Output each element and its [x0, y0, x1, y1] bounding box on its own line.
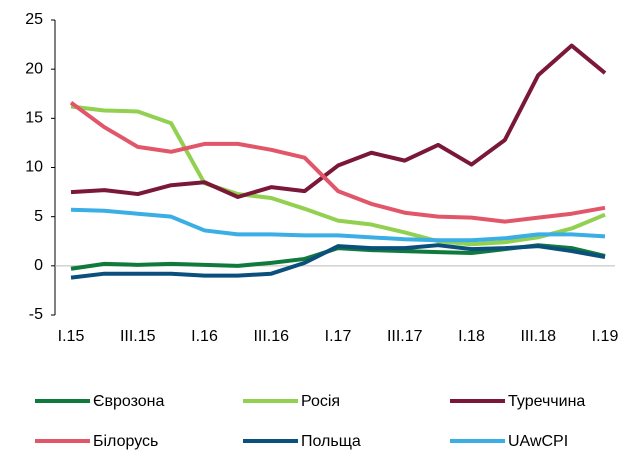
- x-tick-label: III.16: [253, 328, 289, 345]
- legend-label: UAwCPI: [508, 433, 568, 450]
- y-tick-label: 15: [25, 110, 43, 127]
- x-tick-label: III.15: [120, 328, 156, 345]
- x-tick-label: I.18: [458, 328, 485, 345]
- y-tick-label: 20: [25, 60, 43, 77]
- y-tick-label: 5: [34, 208, 43, 225]
- y-tick-label: 0: [34, 257, 43, 274]
- y-tick-label: -5: [29, 306, 43, 323]
- series-line: [69, 100, 606, 224]
- series-line: [70, 243, 606, 280]
- series-line: [70, 43, 607, 199]
- x-tick-label: I.16: [191, 328, 218, 345]
- x-tick-label: I.19: [592, 328, 619, 345]
- x-tick-label: I.17: [325, 328, 352, 345]
- legend-label: Росія: [301, 393, 340, 410]
- legend-label: Туреччина: [508, 393, 585, 410]
- legend-label: Єврозона: [93, 393, 165, 410]
- series-line: [70, 207, 606, 243]
- legend-label: Білорусь: [93, 433, 158, 450]
- x-tick-label: III.18: [520, 328, 556, 345]
- legend-label: Польща: [301, 433, 361, 450]
- series-line: [70, 104, 606, 247]
- y-tick-label: 10: [25, 159, 43, 176]
- x-tick-label: III.17: [387, 328, 423, 345]
- y-tick-label: 25: [25, 11, 43, 28]
- x-tick-label: I.15: [58, 328, 85, 345]
